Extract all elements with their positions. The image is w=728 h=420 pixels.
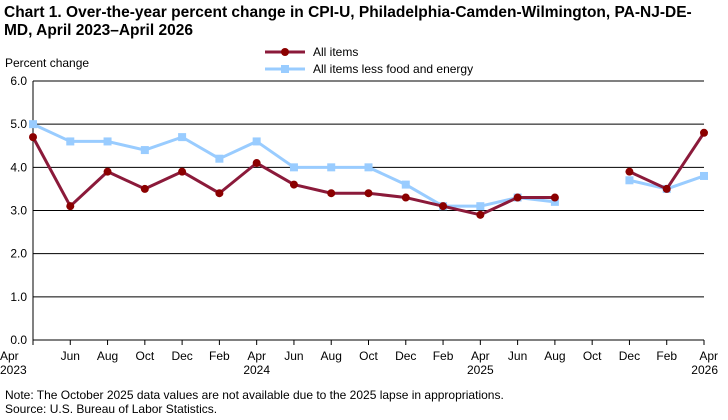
x-tick-label: Dec	[619, 349, 640, 363]
data-point	[29, 120, 37, 129]
x-tick-label: Jun	[61, 349, 80, 363]
data-point	[215, 154, 224, 163]
legend-label: All items	[313, 45, 358, 59]
data-point	[476, 202, 485, 211]
x-tick-label: Jun	[284, 349, 303, 363]
data-point	[662, 184, 671, 193]
x-year-label: 2025	[467, 363, 494, 377]
chart-title: Chart 1. Over-the-year percent change in…	[4, 4, 692, 39]
y-tick-label: 5.0	[10, 117, 27, 131]
data-point	[550, 197, 559, 206]
x-tick-label: Feb	[433, 349, 454, 363]
data-point	[700, 128, 708, 137]
data-point	[401, 193, 410, 202]
x-tick-label: Feb	[209, 349, 230, 363]
legend-label: All items less food and energy	[313, 62, 473, 76]
y-tick-label: 0.0	[10, 333, 27, 347]
data-point	[625, 176, 634, 185]
plot-area	[29, 120, 708, 219]
x-tick-label: Aug	[321, 349, 342, 363]
y-tick-label: 2.0	[10, 247, 27, 261]
data-point	[625, 167, 634, 176]
x-tick-label: Oct	[359, 349, 378, 363]
x-tick-label: Dec	[171, 349, 192, 363]
data-point	[550, 193, 559, 202]
y-tick-label: 3.0	[10, 204, 27, 218]
x-tick-label: Feb	[656, 349, 677, 363]
legend-marker	[281, 65, 289, 73]
y-tick-label: 6.0	[10, 74, 27, 88]
x-tick-label: Jun	[508, 349, 527, 363]
data-point	[140, 184, 149, 193]
data-point	[700, 171, 708, 180]
data-point	[66, 202, 75, 211]
y-tick-label: 4.0	[10, 160, 27, 174]
x-tick-label: Apr	[247, 349, 266, 363]
x-tick-label: Aug	[97, 349, 118, 363]
legend: All items All items less food and energy	[265, 45, 473, 76]
x-tick-label: Oct	[583, 349, 602, 363]
data-point	[252, 159, 261, 168]
data-point	[439, 202, 448, 211]
data-point	[476, 210, 485, 219]
x-tick-label: Apr	[471, 349, 490, 363]
x-tick-label: Apr	[0, 349, 19, 363]
data-point	[103, 137, 112, 146]
source-note: Source: U.S. Bureau of Labor Statistics.	[5, 402, 218, 416]
legend-entry: All items	[265, 45, 358, 59]
data-point	[252, 137, 261, 146]
gridlines	[33, 80, 704, 298]
data-point	[364, 163, 373, 172]
legend-marker	[281, 48, 289, 56]
data-point	[327, 189, 336, 198]
data-point	[103, 167, 112, 176]
x-year-label: 2026	[691, 363, 718, 377]
x-year-label: 2023	[0, 363, 27, 377]
x-year-label: 2024	[243, 363, 270, 377]
data-point	[289, 180, 298, 189]
x-tick-label: Oct	[135, 349, 154, 363]
data-point	[289, 163, 298, 172]
y-tick-label: 1.0	[10, 290, 27, 304]
x-tick-label: Apr	[699, 349, 718, 363]
data-point	[178, 167, 187, 176]
data-point	[66, 137, 75, 146]
x-tick-label: Aug	[544, 349, 565, 363]
data-point	[140, 146, 149, 155]
data-point	[513, 193, 522, 202]
footnote: Note: The October 2025 data values are n…	[5, 388, 504, 402]
data-point	[29, 133, 37, 142]
series-all-items	[29, 128, 708, 219]
data-point	[215, 189, 224, 198]
data-point	[364, 189, 373, 198]
data-point	[401, 180, 410, 189]
legend-entry: All items less food and energy	[265, 62, 473, 76]
axes: 0.0 1.0 2.0 3.0 4.0 5.0 6.0 Percent change Apr Ju…	[0, 56, 718, 377]
y-axis-label: Percent change	[5, 56, 89, 70]
x-tick-label: Dec	[395, 349, 416, 363]
data-point	[327, 163, 336, 172]
data-point	[178, 133, 187, 142]
